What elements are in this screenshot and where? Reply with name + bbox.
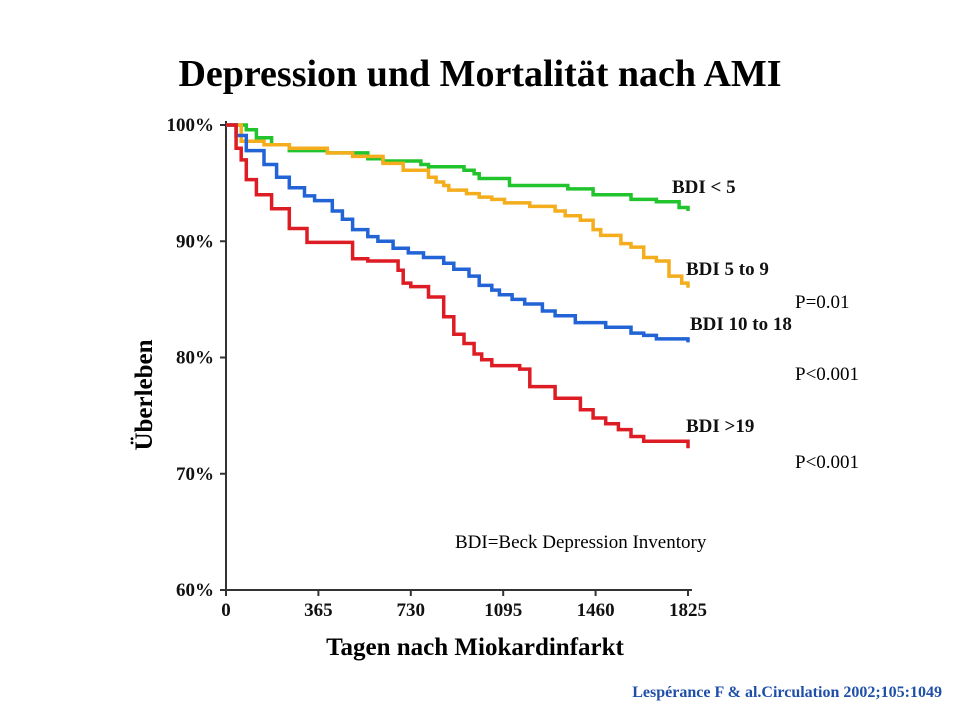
series-line-4 (226, 123, 690, 449)
chart-series-labels: BDI < 5 BDI 5 to 9 BDI 10 to 18 BDI >19 (672, 177, 792, 437)
chart-axes (225, 121, 692, 591)
y-tick-label: 90% (176, 231, 214, 252)
p-value-3: P<0.001 (795, 452, 860, 473)
p-value-1: P=0.01 (795, 292, 850, 313)
x-tick-label: 730 (397, 600, 426, 621)
x-tick-label: 1460 (577, 600, 615, 621)
y-tick-label: 80% (176, 348, 214, 369)
y-tick-label: 100% (167, 115, 215, 136)
x-tick-label: 365 (304, 600, 333, 621)
p-value-2: P<0.001 (795, 364, 860, 385)
slide-title: Depression und Mortalität nach AMI (178, 53, 782, 95)
y-tick-label: 60% (176, 580, 214, 601)
series-label-4: BDI >19 (686, 416, 754, 437)
series-label-3: BDI 10 to 18 (690, 314, 792, 335)
series-line-2 (226, 123, 690, 288)
y-axis-label: Überleben (131, 339, 158, 451)
series-line-1 (226, 123, 690, 211)
series-label-2: BDI 5 to 9 (686, 259, 769, 280)
x-tick-label: 1095 (484, 600, 522, 621)
citation-source: Lespérance F & al.Circulation 2002;105:1… (632, 684, 942, 701)
chart-lines (226, 123, 690, 449)
chart-ticks: 60% 70% 80% 90% 100% 0 365 730 1095 1460 1825 (167, 115, 708, 621)
bdi-note: BDI=Beck Depression Inventory (455, 532, 707, 553)
series-line-3 (226, 123, 690, 343)
x-axis-label: Tagen nach Miokardinfarkt (326, 634, 624, 661)
y-tick-label: 70% (176, 464, 214, 485)
series-label-1: BDI < 5 (672, 177, 736, 198)
x-tick-label: 0 (221, 600, 231, 621)
x-tick-label: 1825 (669, 600, 707, 621)
